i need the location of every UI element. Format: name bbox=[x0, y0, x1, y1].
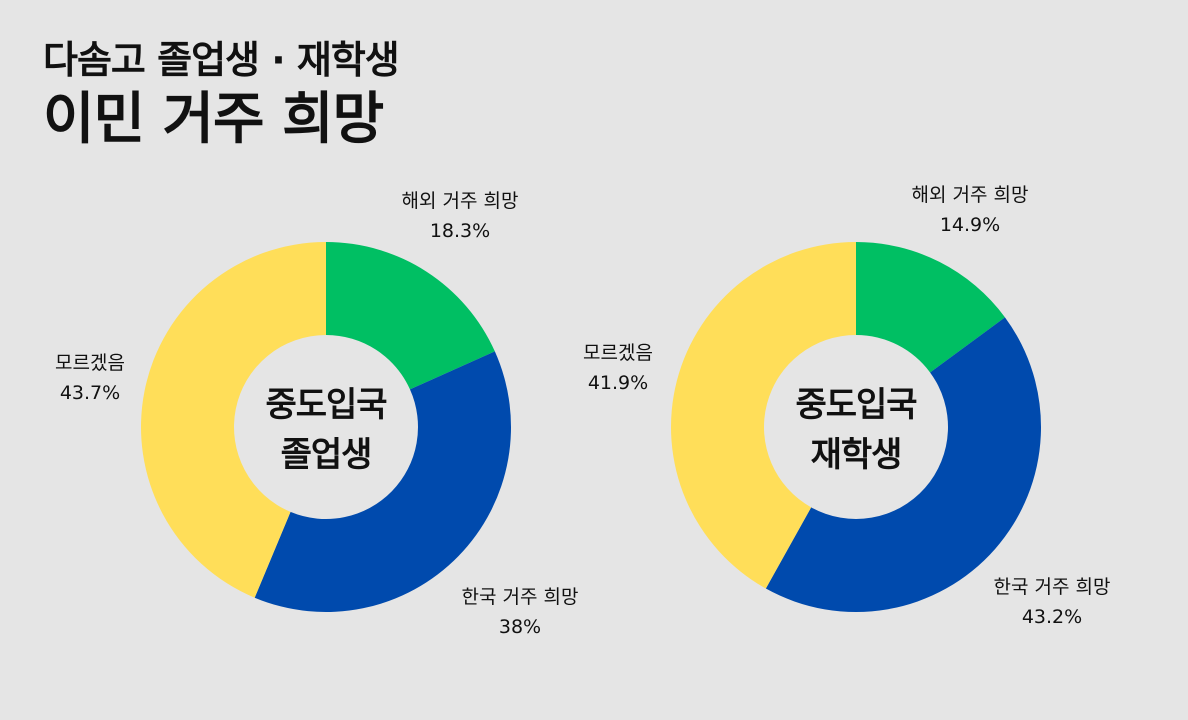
donut-chart-graduates bbox=[141, 242, 511, 612]
donut-slice bbox=[141, 242, 326, 598]
slice-label-unknown: 모르겠음 43.7% bbox=[30, 348, 150, 408]
slice-label-name: 모르겠음 bbox=[583, 342, 653, 364]
slice-label-value: 38% bbox=[498, 616, 542, 638]
donut-center-label-graduates: 중도입국 졸업생 bbox=[236, 380, 416, 480]
slice-label-value: 41.9% bbox=[587, 372, 649, 394]
slice-label-name: 해외 거주 희망 bbox=[401, 190, 519, 212]
donut-slice bbox=[671, 242, 856, 589]
slice-label-value: 14.9% bbox=[939, 214, 1001, 236]
donut-slice bbox=[765, 317, 1041, 612]
donut-center-label-students: 중도입국 재학생 bbox=[766, 380, 946, 480]
slice-label-value: 18.3% bbox=[429, 220, 491, 242]
donut-slice bbox=[326, 242, 495, 390]
center-line-2: 졸업생 bbox=[280, 435, 373, 475]
donut-chart-students bbox=[671, 242, 1041, 612]
center-line-1: 중도입국 bbox=[795, 385, 917, 425]
page-title: 이민 거주 희망 bbox=[43, 87, 384, 152]
slice-label-overseas: 해외 거주 희망 18.3% bbox=[360, 186, 560, 246]
slice-label-value: 43.7% bbox=[59, 382, 121, 404]
slice-label-name: 모르겠음 bbox=[55, 352, 125, 374]
slice-label-korea: 한국 거주 희망 38% bbox=[420, 582, 620, 642]
slice-label-name: 해외 거주 희망 bbox=[911, 184, 1029, 206]
slice-label-value: 43.2% bbox=[1021, 606, 1083, 628]
slice-label-name: 한국 거주 희망 bbox=[461, 586, 579, 608]
slice-label-overseas: 해외 거주 희망 14.9% bbox=[870, 180, 1070, 240]
center-line-1: 중도입국 bbox=[265, 385, 387, 425]
center-line-2: 재학생 bbox=[810, 435, 903, 475]
slice-label-unknown: 모르겠음 41.9% bbox=[558, 338, 678, 398]
page-subtitle: 다솜고 졸업생 · 재학생 bbox=[43, 38, 400, 82]
slice-label-korea: 한국 거주 희망 43.2% bbox=[952, 572, 1152, 632]
donut-slice bbox=[254, 351, 511, 612]
slice-label-name: 한국 거주 희망 bbox=[993, 576, 1111, 598]
donut-slice bbox=[856, 242, 1005, 373]
